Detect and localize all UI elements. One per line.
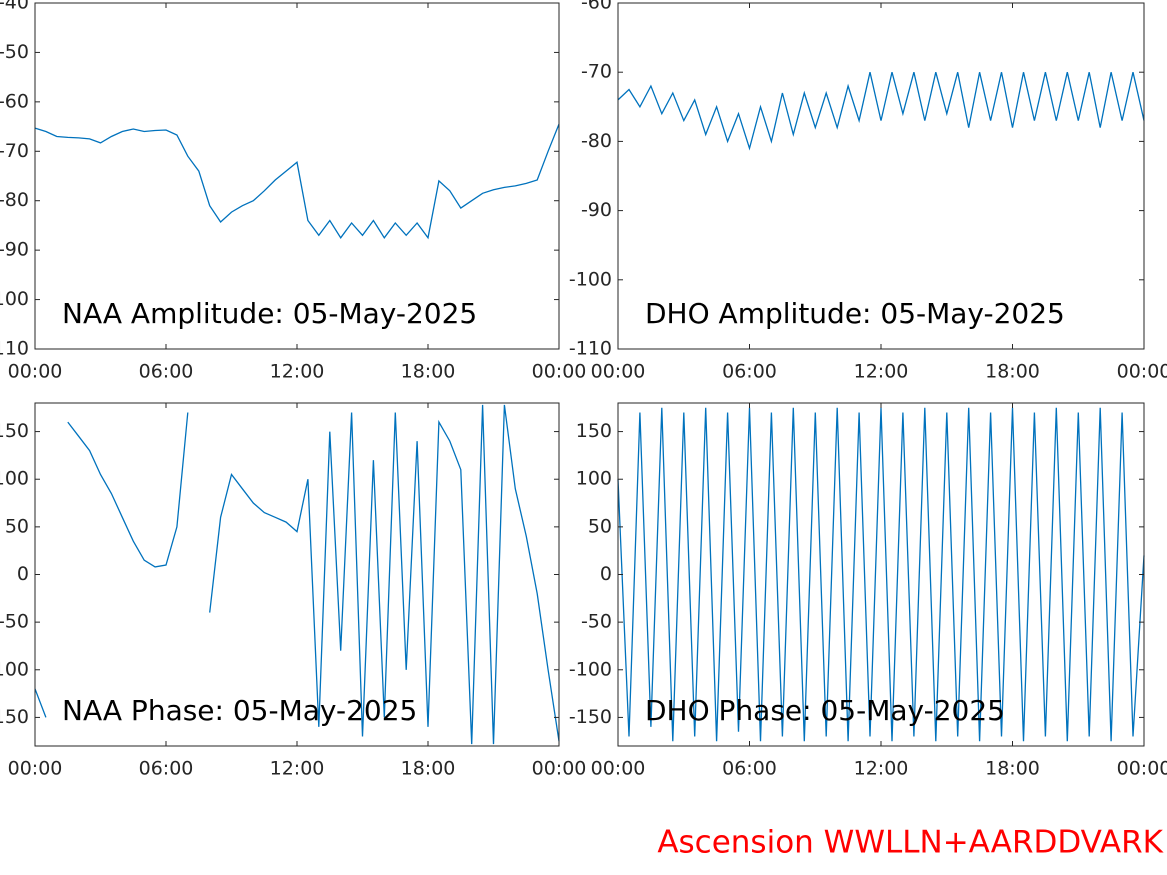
data-line — [34, 404, 560, 745]
x-tick-label: 06:00 — [722, 758, 777, 780]
x-tick-label: 00:00 — [532, 361, 587, 383]
y-tick-label: 150 — [0, 420, 29, 442]
y-tick-label: -50 — [0, 41, 29, 63]
x-tick-label: 18:00 — [401, 361, 456, 383]
y-tick-label: 100 — [576, 468, 612, 490]
y-tick-label: -80 — [581, 130, 612, 152]
y-tick-label: -50 — [0, 611, 29, 633]
x-tick-label: 18:00 — [985, 361, 1040, 383]
x-tick-label: 00:00 — [1117, 361, 1167, 383]
x-tick-label: 00:00 — [591, 361, 646, 383]
y-tick-label: -50 — [581, 611, 612, 633]
x-tick-label: 06:00 — [139, 758, 194, 780]
y-tick-label: -90 — [581, 199, 612, 221]
y-tick-label: -150 — [0, 706, 29, 728]
x-tick-label: 00:00 — [8, 361, 63, 383]
x-tick-label: 12:00 — [854, 361, 909, 383]
y-tick-label: -40 — [0, 0, 29, 14]
y-tick-label: -100 — [569, 268, 612, 290]
y-tick-label: -90 — [0, 239, 29, 261]
y-tick-label: -100 — [0, 288, 29, 310]
y-tick-label: -150 — [569, 706, 612, 728]
y-tick-label: -70 — [0, 140, 29, 162]
x-tick-label: 06:00 — [722, 361, 777, 383]
y-tick-label: -110 — [569, 338, 612, 360]
y-tick-label: -100 — [569, 658, 612, 680]
y-tick-label: 150 — [576, 420, 612, 442]
y-tick-label: 50 — [5, 515, 29, 537]
y-tick-label: 50 — [588, 515, 612, 537]
x-tick-label: 12:00 — [270, 361, 325, 383]
y-tick-label: 0 — [17, 563, 29, 585]
panel-annotation: NAA Phase: 05-May-2025 — [62, 694, 417, 727]
y-tick-label: -70 — [581, 61, 612, 83]
y-tick-label: -100 — [0, 658, 29, 680]
data-line — [34, 123, 560, 240]
y-tick-label: -60 — [0, 90, 29, 112]
x-tick-label: 18:00 — [401, 758, 456, 780]
data-line — [617, 72, 1145, 151]
y-tick-label: 100 — [0, 468, 29, 490]
x-tick-label: 00:00 — [8, 758, 63, 780]
data-line — [617, 407, 1145, 742]
y-tick-label: -60 — [581, 0, 612, 14]
x-tick-label: 00:00 — [1117, 758, 1167, 780]
x-tick-label: 18:00 — [985, 758, 1040, 780]
panel-annotation: NAA Amplitude: 05-May-2025 — [62, 297, 477, 330]
footer: Ascension WWLLN+AARDDVARK — [657, 825, 1163, 861]
y-tick-label: -110 — [0, 338, 29, 360]
x-tick-label: 12:00 — [270, 758, 325, 780]
y-tick-label: 0 — [600, 563, 612, 585]
y-tick-label: -80 — [0, 189, 29, 211]
x-tick-label: 12:00 — [854, 758, 909, 780]
panel-annotation: DHO Phase: 05-May-2025 — [645, 694, 1005, 727]
x-tick-label: 00:00 — [532, 758, 587, 780]
x-tick-label: 00:00 — [591, 758, 646, 780]
x-tick-label: 06:00 — [139, 361, 194, 383]
panel-annotation: DHO Amplitude: 05-May-2025 — [645, 297, 1065, 330]
